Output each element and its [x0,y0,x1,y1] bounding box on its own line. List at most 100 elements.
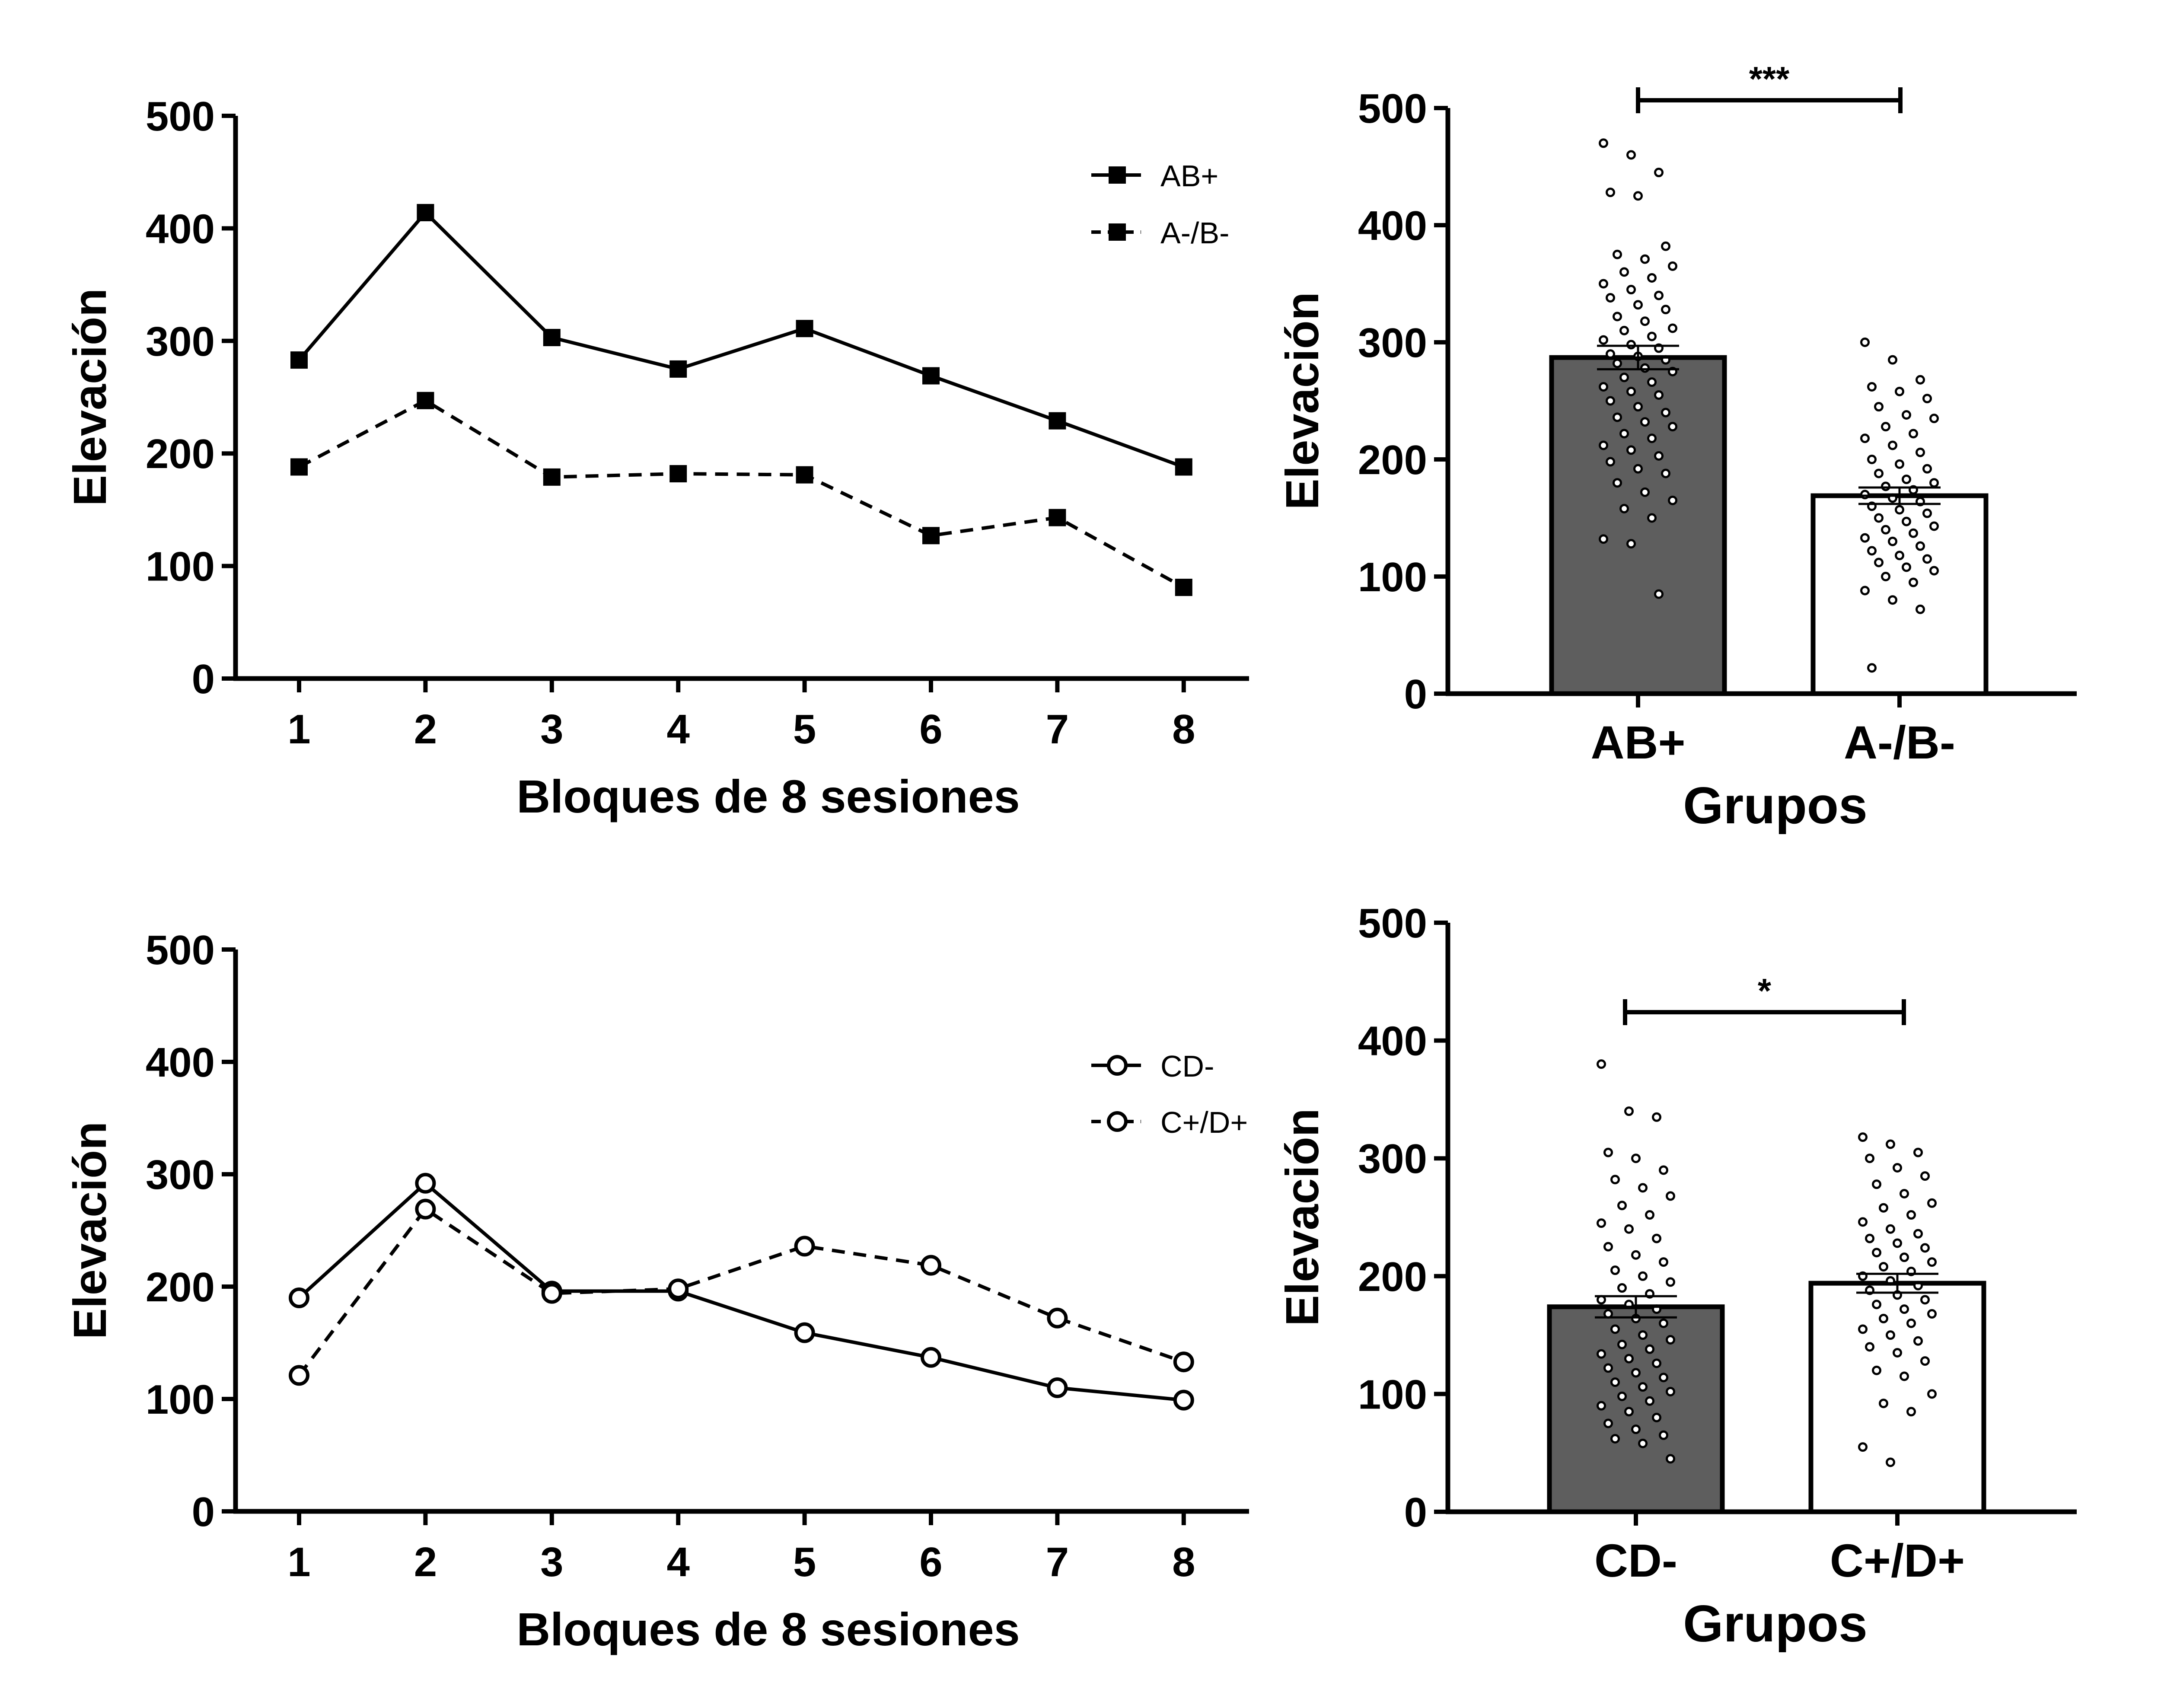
scatter-point [1617,1339,1627,1349]
scatter-point [1668,495,1677,505]
scatter-point [1860,433,1870,443]
data-point [543,328,561,346]
scatter-point [1916,541,1925,551]
scatter-point [1624,1224,1634,1234]
scatter-point [1613,478,1622,488]
scatter-point [1599,534,1608,544]
data-point [543,468,561,486]
scatter-point [1659,1430,1668,1440]
y-tick-label: 200 [1358,437,1427,483]
scatter-point [1860,490,1870,500]
scatter-point [1916,447,1925,457]
scatter-point [1606,188,1615,198]
scatter-point [1599,440,1608,450]
scatter-point [1610,1434,1620,1444]
data-point [1173,1389,1194,1411]
series-line [297,1207,1185,1377]
scatter-point [1619,503,1629,513]
scatter-point [1879,1313,1888,1323]
scatter-point [1929,478,1939,488]
x-tick-label: 4 [667,1539,690,1585]
scatter-point [1893,1348,1902,1357]
scatter-point [1865,1154,1874,1163]
scatter-point [1900,1189,1909,1198]
scatter-point [1599,138,1608,148]
bar [1810,493,1989,696]
data-point [921,1255,941,1276]
scatter-point [1867,663,1877,673]
scatter-point [1597,1059,1606,1069]
x-axis-title: Grupos [1683,777,1868,835]
scatter-point [1886,1139,1895,1149]
scatter-point [1900,1371,1909,1381]
scatter-point [1603,1147,1613,1157]
bar [1547,1304,1725,1514]
legend-marker [1107,1055,1128,1076]
scatter-point [1597,1218,1606,1228]
y-tick-label: 100 [1358,554,1427,600]
scatter-point [1929,521,1939,531]
scatter-point [1900,1252,1909,1262]
scatter-point [1652,1112,1661,1122]
scatter-point [1668,323,1677,333]
scatter-point [1626,445,1636,455]
scatter-point [1606,457,1615,467]
scatter-point [1624,1407,1634,1417]
scatter-point [1654,451,1664,461]
scatter-point [1619,429,1629,439]
y-axis-title: Elevación [1276,1108,1328,1326]
scatter-point [1603,1363,1613,1373]
scatter-point [1659,1257,1668,1267]
scatter-point [1631,1368,1641,1378]
scatter-point [1920,1295,1930,1305]
scatter-point [1626,539,1636,549]
scatter-point [1881,572,1890,581]
data-point [417,204,434,221]
scatter-point [1881,422,1890,432]
scatter-point [1906,1407,1916,1417]
series-line [297,210,1185,469]
scatter-point [1895,551,1904,561]
scatter-point [1902,516,1911,526]
scatter-point [1626,340,1636,350]
series-line [298,1181,1184,1402]
y-tick-label: 300 [146,319,215,365]
scatter-point [1879,1203,1888,1213]
scatter-point [1895,505,1904,515]
y-tick-label: 100 [1358,1371,1427,1418]
scatter-point [1610,1265,1620,1275]
scatter-point [1599,335,1608,345]
scatter-point [1626,285,1636,295]
data-point [794,1322,815,1343]
scatter-point [1888,536,1897,546]
scatter-point [1617,1201,1627,1211]
legend-label: AB+ [1160,159,1218,193]
y-axis-title: Elevación [64,288,116,506]
bar [1808,1281,1986,1514]
data-point [417,392,434,409]
data-point [1175,579,1192,596]
scatter-point [1902,410,1911,420]
scatter-point [1654,390,1664,400]
scatter-point [1654,290,1664,300]
scatter-point [1913,1147,1923,1157]
scatter-point [1645,1344,1654,1354]
scatter-point [1929,414,1939,424]
y-tick-label: 100 [146,1377,215,1423]
scatter-point [1617,1391,1627,1401]
scatter-point [1906,1210,1916,1220]
scatter-point [1858,1324,1868,1334]
scatter-point [1624,1106,1634,1116]
significance-label: * [1758,972,1772,1010]
scatter-point [1874,468,1884,478]
data-point [289,1365,309,1386]
scatter-point [1893,1238,1902,1248]
scatter-point [1927,1389,1937,1399]
scatter-point [1606,396,1615,406]
scatter-point [1661,305,1670,315]
y-tick-label: 0 [192,1489,215,1535]
x-tick-label: 1 [287,706,310,752]
data-point [1047,1377,1068,1398]
scatter-point [1865,1342,1874,1352]
